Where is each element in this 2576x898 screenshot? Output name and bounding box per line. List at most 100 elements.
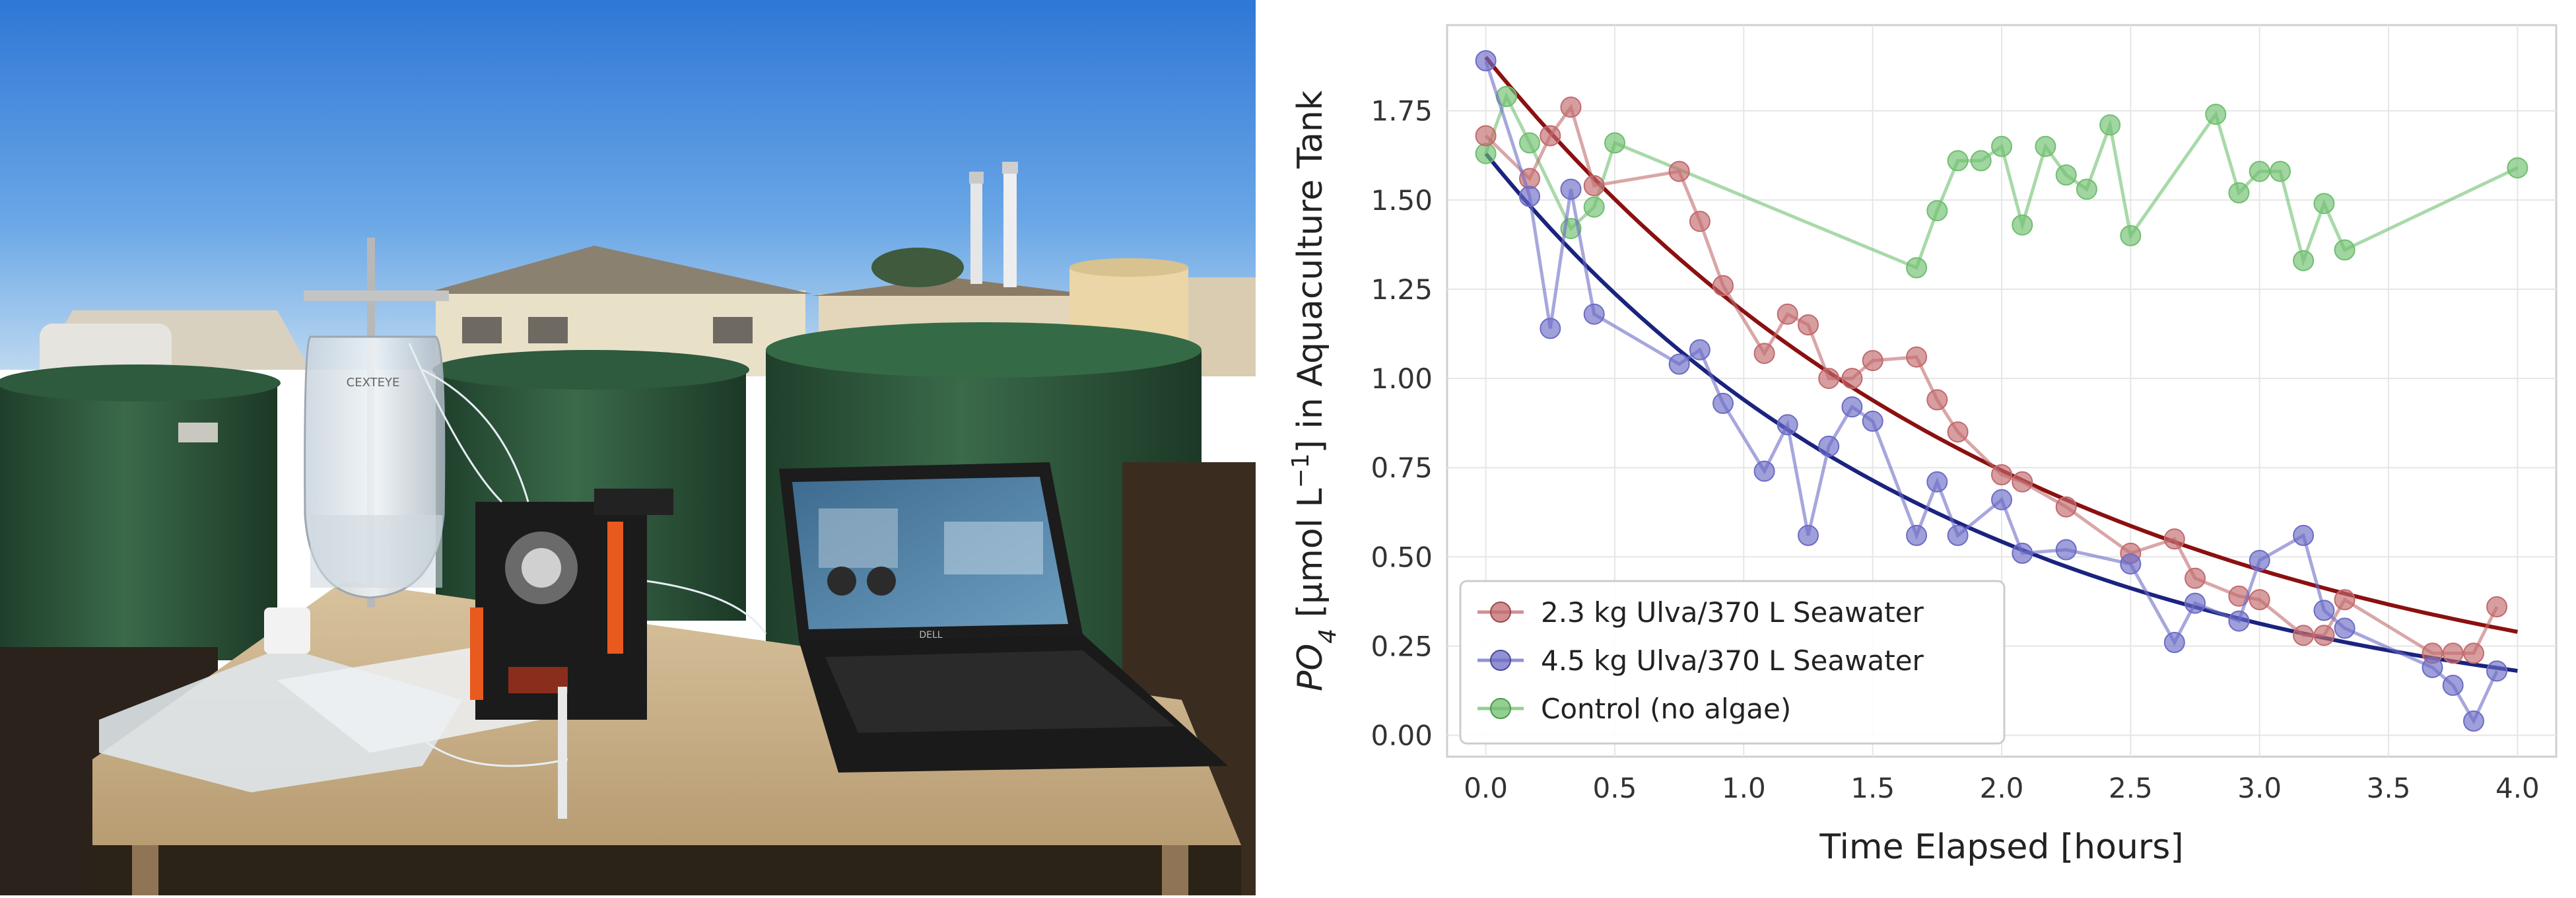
data-point [1519, 186, 1540, 207]
x-tick-label: 4.0 [2495, 772, 2540, 804]
tick-labels: 0.0 0.5 1.0 1.5 2.0 2.5 3.0 3.5 4.0 0.00 0.25 0.50 0… [1371, 95, 2539, 804]
data-point [2035, 135, 2056, 157]
data-point [2313, 625, 2335, 646]
x-tick-label: 1.0 [1722, 772, 1766, 804]
legend-label-2: 4.5 kg Ulva/370 L Seawater [1541, 644, 1924, 677]
legend-box [1459, 580, 2006, 745]
y-tick-label: 0.75 [1371, 452, 1433, 484]
y-tick-label: 0.25 [1371, 630, 1433, 662]
data-point [1519, 132, 1540, 154]
data-point [2055, 539, 2077, 561]
data-point [1604, 132, 1625, 154]
data-point [2486, 660, 2508, 682]
data-point [2249, 589, 2270, 611]
data-point [2293, 625, 2315, 646]
x-axis-label: Time Elapsed [hours] [1819, 827, 2183, 867]
photo-illustration: CEXTEYE [0, 0, 1256, 895]
data-point [1926, 200, 1948, 222]
data-point [1753, 343, 1775, 364]
data-point [2228, 182, 2250, 203]
data-point [2185, 567, 2206, 589]
x-tick-label: 0.0 [1464, 772, 1508, 804]
data-point [2270, 160, 2291, 182]
data-point [2313, 600, 2335, 621]
legend-entry-2: 4.5 kg Ulva/370 L Seawater [1477, 644, 1924, 677]
data-point [1841, 368, 1863, 390]
data-point [1689, 339, 1711, 361]
series-2 [1475, 50, 2508, 732]
data-point [1991, 135, 2012, 157]
y-tick-label: 0.50 [1371, 541, 1433, 573]
data-point [1991, 489, 2012, 510]
data-point [1668, 160, 1690, 182]
data-point [2334, 617, 2356, 639]
data-point [1777, 414, 1798, 436]
y-label-sub: 4 [1314, 629, 1341, 644]
y-label-end: ] in Aquaculture Tank [1291, 90, 1330, 453]
data-point [2012, 471, 2033, 493]
data-point [2012, 214, 2033, 236]
data-point [2163, 528, 2185, 550]
data-point [1818, 368, 1840, 390]
data-point [2185, 592, 2206, 614]
data-series [1475, 50, 2528, 732]
data-point [1862, 410, 1883, 432]
data-point [2249, 549, 2270, 571]
x-tick-label: 3.0 [2237, 772, 2282, 804]
data-point [1906, 346, 1928, 368]
tree [871, 248, 964, 287]
data-point [2249, 160, 2270, 182]
data-point [2293, 250, 2315, 271]
smokestacks [969, 162, 1018, 287]
y-tick-label: 1.25 [1371, 273, 1433, 306]
data-point [1540, 125, 1561, 147]
white-bottle [264, 607, 310, 654]
data-point [2293, 524, 2315, 546]
data-point [1906, 257, 1928, 279]
y-axis-label: PO4 [μmol L−1] in Aquaculture Tank [1287, 90, 1341, 691]
data-point [1777, 303, 1798, 325]
data-point [1818, 435, 1840, 457]
fit-curve-series-2 [1484, 152, 2518, 673]
laptop: DELL [779, 462, 1228, 773]
data-point [2228, 610, 2250, 632]
data-point [1906, 524, 1928, 546]
data-point [2120, 224, 2142, 246]
data-point [1475, 143, 1497, 164]
legend-label-3: Control (no algae) [1541, 693, 1791, 725]
data-point [1947, 150, 1969, 172]
y-label-po: PO [1291, 644, 1330, 691]
data-point [2486, 596, 2508, 617]
data-point [2422, 656, 2443, 678]
data-point [2012, 542, 2033, 564]
data-point [1689, 211, 1711, 232]
data-point [1712, 392, 1734, 414]
analyzer-instrument [470, 489, 673, 720]
y-tick-label: 1.75 [1371, 95, 1433, 127]
data-point [1947, 421, 1969, 443]
data-point [1475, 125, 1497, 147]
data-point [2055, 164, 2077, 186]
data-point [1475, 50, 1497, 71]
data-point [1926, 471, 1948, 493]
chart-svg: 0.0 0.5 1.0 1.5 2.0 2.5 3.0 3.5 4.0 0.00 0.25 0.50 0… [1287, 24, 2558, 867]
data-point [1970, 150, 1992, 172]
data-point [1926, 389, 1948, 411]
legend-entry-1: 2.3 kg Ulva/370 L Seawater [1477, 596, 1924, 629]
data-point [1560, 96, 1582, 118]
wooden-bench [92, 581, 1241, 895]
data-point [1668, 353, 1690, 375]
data-point [2076, 178, 2097, 200]
legend: 2.3 kg Ulva/370 L Seawater 4.5 kg Ulva/3… [1459, 580, 2006, 745]
data-point [1947, 524, 1969, 546]
data-point [1712, 275, 1734, 296]
data-point [1841, 396, 1863, 418]
data-point [2334, 239, 2356, 261]
data-point [1862, 350, 1883, 372]
series-1 [1475, 96, 2508, 664]
data-point [1991, 464, 2012, 485]
green-tank-left [0, 364, 281, 660]
legend-entry-3: Control (no algae) [1477, 693, 1791, 725]
data-point [2463, 642, 2484, 664]
data-point [2442, 674, 2464, 696]
